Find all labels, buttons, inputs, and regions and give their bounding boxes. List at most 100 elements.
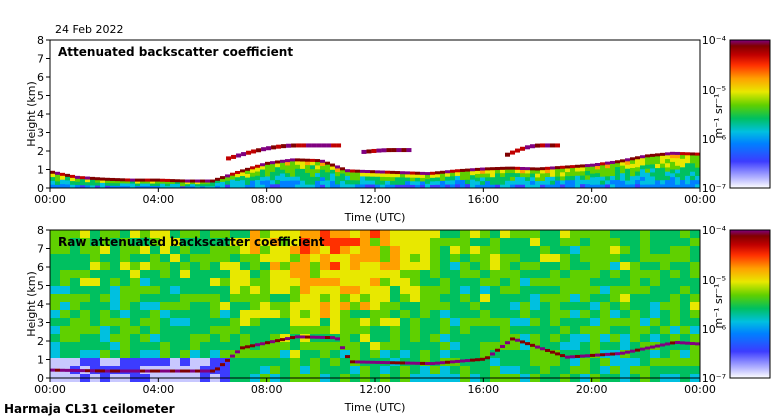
cloud-base-cell [115, 178, 120, 182]
heatmap-cell [540, 278, 550, 286]
heatmap-cell [460, 175, 465, 180]
heatmap-cell [610, 318, 620, 326]
heatmap-cell [610, 171, 615, 176]
heatmap-cell [600, 246, 610, 254]
heatmap-cell [520, 238, 530, 246]
heatmap-cell [540, 262, 550, 270]
heatmap-cell [500, 176, 505, 181]
cloud-base-cell [200, 179, 205, 183]
heatmap-cell [225, 184, 230, 189]
heatmap-cell [560, 310, 570, 318]
heatmap-cell [320, 310, 330, 318]
cloud-base-cell [500, 166, 505, 170]
heatmap-cell [480, 254, 490, 262]
y-tick-label: 4 [37, 298, 44, 311]
heatmap-cell [210, 310, 220, 318]
heatmap-cell [240, 254, 250, 262]
heatmap-cell [665, 166, 670, 172]
heatmap-cell [330, 270, 340, 278]
heatmap-cell [615, 175, 620, 180]
heatmap-cell [80, 302, 90, 310]
heatmap-cell [160, 180, 165, 184]
cloud-layer-cell [235, 350, 240, 354]
heatmap-cell [70, 318, 80, 326]
heatmap-cell [200, 318, 210, 326]
heatmap-cell [550, 366, 560, 374]
heatmap-cell [310, 294, 320, 302]
heatmap-cell [495, 180, 500, 185]
heatmap-cell [240, 230, 250, 238]
heatmap-cell [340, 326, 350, 334]
heatmap-cell [150, 238, 160, 246]
heatmap-cell [340, 318, 350, 326]
cloud-base-cell [680, 152, 685, 156]
heatmap-cell [600, 262, 610, 270]
heatmap-cell [420, 366, 430, 374]
cloud-layer-cell [245, 345, 250, 349]
heatmap-cell [300, 254, 310, 262]
heatmap-cell [500, 326, 510, 334]
heatmap-cell [370, 246, 380, 254]
colorbar-unit-label: m⁻¹ sr⁻¹ [712, 284, 725, 329]
heatmap-cell [400, 342, 410, 350]
heatmap-cell [680, 294, 690, 302]
heatmap-cell [290, 184, 295, 189]
colorbar-tick-label: 10⁻⁶ [702, 133, 727, 146]
heatmap-cell [655, 163, 660, 169]
heatmap-cell [335, 179, 340, 185]
heatmap-cell [50, 180, 55, 185]
heatmap-cell [60, 262, 70, 270]
heatmap-cell [150, 326, 160, 334]
cloud-base-cell [95, 177, 100, 181]
cloud-layer-cell [115, 369, 120, 373]
heatmap-cell [480, 180, 485, 185]
elevated-layer-cell [311, 143, 317, 148]
heatmap-cell [60, 302, 70, 310]
raw-backscatter-heatmap [50, 230, 700, 382]
heatmap-cell [70, 310, 80, 318]
heatmap-cell [415, 180, 420, 185]
heatmap-cell [610, 310, 620, 318]
heatmap-cell [600, 310, 610, 318]
cloud-base-cell [515, 166, 520, 170]
cloud-base-cell [400, 171, 405, 175]
heatmap-cell [400, 334, 410, 342]
heatmap-cell [300, 286, 310, 294]
heatmap-cell [240, 270, 250, 278]
cloud-layer-cell [665, 342, 670, 346]
heatmap-cell [460, 278, 470, 286]
heatmap-cell [480, 334, 490, 342]
heatmap-cell [170, 334, 180, 342]
panel-title: Raw attenuated backscatter coefficient [58, 235, 325, 249]
cloud-layer-cell [225, 358, 230, 362]
cloud-layer-cell [330, 336, 335, 340]
heatmap-cell [410, 294, 420, 302]
heatmap-cell [610, 286, 620, 294]
heatmap-cell [560, 318, 570, 326]
heatmap-cell [220, 246, 230, 254]
heatmap-cell [460, 334, 470, 342]
cloud-base-cell [370, 170, 375, 174]
heatmap-cell [300, 302, 310, 310]
heatmap-cell [520, 180, 525, 185]
cloud-layer-cell [475, 358, 480, 362]
heatmap-cell [475, 184, 480, 189]
heatmap-cell [665, 158, 670, 164]
heatmap-cell [570, 179, 575, 185]
heatmap-cell [315, 161, 320, 166]
heatmap-cell [450, 254, 460, 262]
heatmap-cell [410, 238, 420, 246]
heatmap-cell [520, 270, 530, 278]
heatmap-cell [660, 183, 665, 189]
y-tick-label: 0 [37, 182, 44, 195]
x-axis: 00:00 04:00 08:00 12:00 16:00 20:00 00:00 [34, 188, 716, 206]
heatmap-cell [515, 176, 520, 181]
plot-area-background [50, 40, 700, 188]
heatmap-cell [60, 183, 65, 189]
heatmap-cell [360, 262, 370, 270]
heatmap-cell [690, 246, 700, 254]
heatmap-cell [230, 183, 235, 189]
heatmap-cell [640, 326, 650, 334]
heatmap-cell [160, 350, 170, 358]
heatmap-cell [50, 350, 60, 358]
